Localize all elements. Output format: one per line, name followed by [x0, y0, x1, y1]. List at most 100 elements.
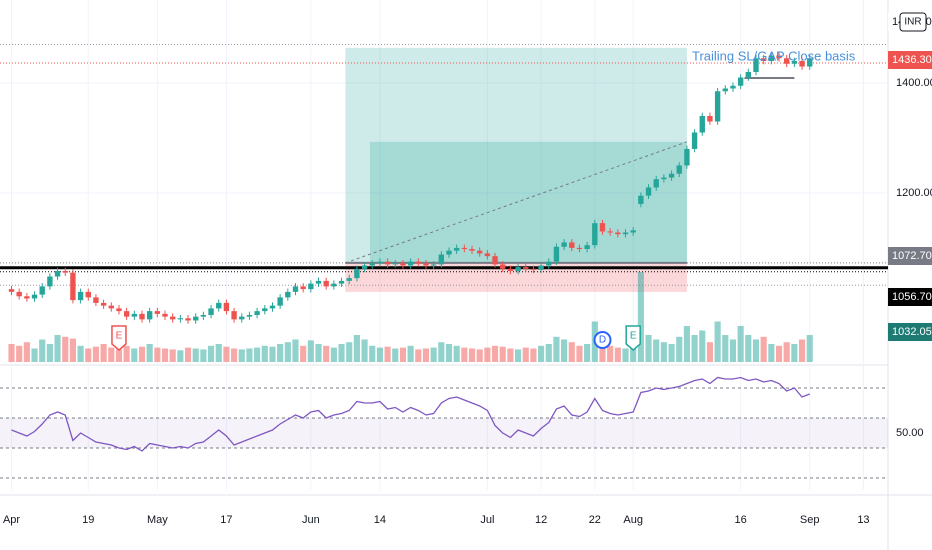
candle-body — [139, 313, 145, 320]
x-tick-label: Jun — [302, 514, 320, 526]
candle-body — [93, 297, 99, 303]
candle-body — [592, 223, 598, 246]
volume-bar — [522, 347, 529, 362]
candle-body — [262, 308, 268, 312]
volume-bar — [645, 335, 652, 362]
volume-bar — [737, 326, 744, 362]
candle-body — [54, 271, 61, 277]
volume-bar — [622, 348, 629, 362]
volume-bar — [637, 272, 644, 362]
candle-body — [16, 291, 22, 297]
target-zone — [345, 47, 687, 263]
volume-bar — [399, 347, 407, 362]
candle-body — [369, 263, 375, 266]
candle-body — [361, 265, 368, 269]
event-marker — [593, 331, 612, 349]
event-marker — [111, 325, 127, 351]
x-tick-label: Sep — [800, 514, 820, 526]
event-marker — [625, 325, 641, 351]
event-label: D — [599, 335, 606, 346]
volume-bar — [69, 338, 76, 362]
volume-bar — [254, 347, 261, 362]
candle-body — [553, 246, 560, 262]
volume-bar — [568, 342, 575, 362]
candle-body — [500, 264, 506, 269]
volume-bar — [530, 348, 537, 362]
candle-body — [615, 232, 621, 235]
volume-bar — [599, 339, 606, 362]
volume-bar — [499, 346, 506, 362]
volume-bar — [31, 348, 38, 362]
volume-bar — [507, 348, 514, 362]
volume-bar — [192, 348, 199, 362]
candle-body — [377, 261, 383, 264]
volume-bar — [215, 344, 222, 362]
price-label: 1032.05 — [892, 326, 932, 338]
candle-body — [193, 316, 199, 321]
volume-bar — [653, 339, 660, 362]
candle-body — [760, 58, 767, 62]
volume-bar — [791, 344, 798, 362]
volume-bar — [108, 347, 115, 362]
price-label-box — [888, 247, 932, 265]
candle-body — [492, 256, 498, 265]
candle-body — [231, 311, 237, 320]
candle-body — [185, 318, 191, 321]
x-tick-label: 19 — [82, 514, 94, 526]
volume-bar — [699, 330, 706, 362]
candle-body — [269, 305, 276, 309]
volume-bar — [614, 347, 621, 362]
event-label: E — [116, 331, 123, 342]
rsi-band — [0, 417, 888, 448]
candle-body — [308, 283, 314, 290]
candle-body — [39, 286, 45, 295]
volume-bar — [238, 349, 245, 362]
candle-body — [638, 195, 644, 204]
candle-body — [8, 289, 15, 292]
candle-body — [714, 91, 721, 122]
volume-bar — [292, 339, 299, 362]
volume-bar — [476, 349, 483, 362]
candle-body — [438, 254, 444, 265]
candle-body — [691, 132, 698, 149]
candle-body — [630, 230, 636, 233]
rsi-tick-label: 50.00 — [896, 427, 924, 439]
candle-body — [400, 263, 406, 266]
candle-body — [484, 253, 491, 257]
candle-body — [661, 177, 667, 180]
candle-body — [546, 261, 552, 266]
candle-body — [507, 268, 514, 272]
candle-body — [246, 314, 253, 317]
volume-bar — [453, 345, 460, 362]
volume-bar — [307, 340, 314, 362]
candle-body — [753, 58, 759, 73]
candle-body — [530, 268, 537, 270]
candle-body — [684, 148, 690, 166]
candle-body — [523, 267, 529, 269]
volume-bar — [85, 348, 92, 362]
volume-bar — [752, 339, 760, 362]
y-tick-label: 1200.00 — [896, 187, 932, 199]
candle-body — [469, 249, 475, 251]
volume-bar — [745, 335, 752, 362]
candle-body — [208, 308, 214, 315]
volume-bar — [315, 344, 322, 362]
filled-zone — [369, 141, 687, 263]
volume-bar — [200, 349, 207, 362]
candle-body — [645, 187, 652, 196]
candle-body — [116, 308, 122, 312]
volume-bar — [660, 342, 667, 362]
volume-bar — [760, 336, 767, 362]
x-tick-label: Apr — [3, 514, 20, 526]
candle-body — [699, 115, 705, 133]
volume-bar — [514, 349, 522, 362]
volume-bar — [445, 344, 453, 362]
volume-bar — [177, 350, 184, 362]
event-label: E — [630, 331, 637, 342]
volume-bar — [284, 342, 291, 362]
volume-bar — [300, 345, 307, 362]
candle-body — [331, 283, 337, 287]
candle-body — [254, 311, 260, 315]
volume-bar — [138, 346, 146, 362]
volume-bar — [62, 336, 69, 362]
